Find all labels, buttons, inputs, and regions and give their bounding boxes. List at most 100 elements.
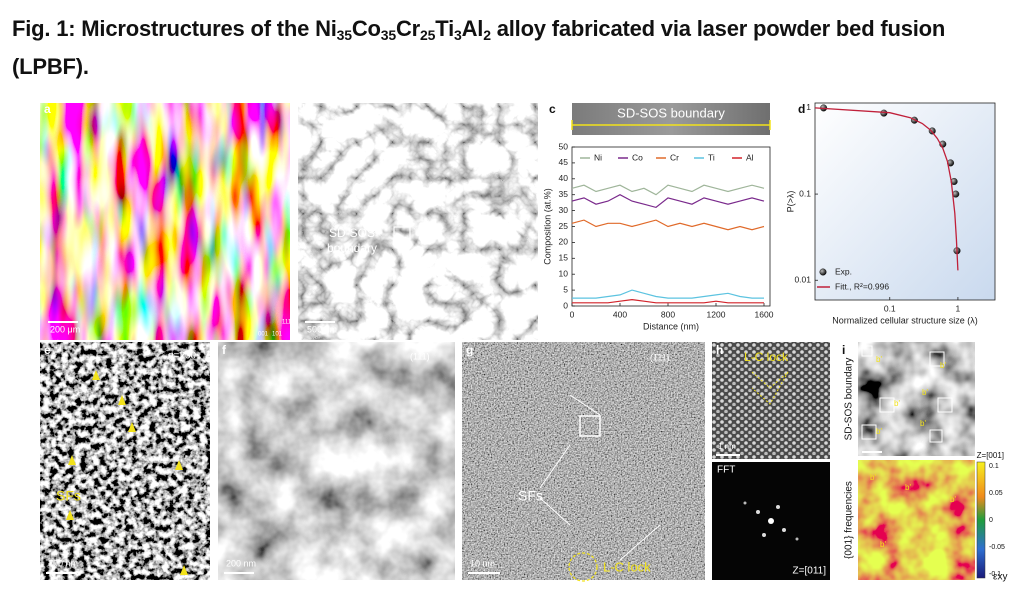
y-tick-label: 30: [559, 205, 569, 215]
side-label: {001} frequencies: [844, 481, 855, 559]
legend-label: Ti: [708, 152, 715, 162]
plane-label: (111): [410, 351, 430, 361]
arrow: [128, 422, 136, 432]
panel-label: a: [44, 102, 51, 116]
figure-title: Fig. 1: Microstructures of the Ni35Co35C…: [12, 10, 1022, 86]
legend-label: Ni: [594, 152, 602, 162]
lock-marker: [568, 552, 598, 582]
colorbar-label: -0.1: [989, 571, 1001, 578]
legend-label: Fitt., R²=0.996: [835, 281, 889, 291]
panel-label: g: [466, 343, 473, 357]
element-symbol: Cr: [395, 16, 421, 41]
box: [929, 351, 945, 367]
selection-box: [579, 415, 601, 437]
fft-label: FFT: [717, 465, 735, 476]
box: [929, 429, 943, 443]
annotation: SFs: [56, 488, 81, 504]
y-tick-label: 0.1: [799, 188, 811, 198]
panel-label: f: [222, 343, 227, 357]
element-subscript: 25: [420, 27, 436, 43]
fft-spot: [762, 533, 766, 537]
data-line: [571, 219, 765, 231]
element-symbol: Al: [461, 16, 484, 41]
tem-image: [40, 342, 210, 580]
scale-bar-label: 200 nm: [48, 558, 78, 568]
box-group: [861, 345, 953, 443]
x-axis-label: Normalized cellular structure size (λ): [832, 315, 978, 325]
fft-spot: [743, 501, 747, 505]
ipf-key-label: 101: [272, 332, 283, 338]
colorbar-label: 0.1: [989, 463, 999, 470]
element-subscript: 35: [380, 27, 396, 43]
fft-spot: [776, 505, 780, 509]
lock-outline: [751, 371, 789, 405]
plot-background: [572, 147, 770, 306]
arrow: [118, 395, 126, 405]
title-text: Fig. 1: Microstructures of the: [12, 16, 316, 41]
gpa-image: [858, 342, 975, 456]
y-tick-label: 10: [559, 268, 569, 278]
x-tick-label: 1600: [755, 309, 774, 319]
annotation: L-C lock: [603, 559, 651, 574]
arrow: [539, 444, 571, 489]
ipf-key-label: 111: [282, 320, 292, 326]
fft-spot: [756, 510, 760, 514]
arrow: [539, 497, 571, 526]
box: [861, 345, 873, 357]
element-symbol: Co: [351, 16, 381, 41]
panel-label: c: [549, 102, 556, 116]
burgers-label: b': [876, 355, 882, 364]
arrow: [92, 370, 100, 380]
colorbar-label: -0.05: [989, 544, 1005, 551]
tem-image: [218, 342, 455, 580]
plot-frame: [814, 102, 996, 301]
data-line: [571, 194, 765, 209]
plane-label: (111): [650, 352, 670, 362]
legend-label: Cr: [670, 152, 679, 162]
hrtem-lattice: [712, 342, 830, 459]
burgers-label: b': [940, 361, 946, 370]
arrow-group: [66, 370, 188, 575]
x-tick-label: 1: [956, 303, 961, 313]
element-symbol: Ti: [435, 16, 454, 41]
arrow: [175, 460, 183, 470]
scale-bar-label: 10 nm: [470, 558, 495, 568]
ipf-key-label: 001: [258, 332, 269, 338]
scale-bar-label: 500 nm: [307, 324, 337, 334]
g-vector: g=200: [168, 351, 197, 362]
fft-spot: [782, 528, 786, 532]
x-tick-label: 0.1: [884, 303, 896, 313]
x-tick-label: 400: [613, 309, 627, 319]
data-line: [571, 184, 765, 196]
legend-swatch: [819, 268, 827, 276]
panel-label: i: [842, 343, 845, 357]
arrow: [619, 524, 661, 561]
data-line: [572, 289, 764, 299]
burgers-label: b': [870, 473, 876, 482]
element-symbol: Ni: [315, 16, 337, 41]
hrtem-image: [462, 342, 705, 580]
title-text: alloy fabricated via laser powder bed fu…: [12, 16, 946, 79]
element-subscript: 35: [336, 27, 352, 43]
strain-map: [858, 460, 975, 580]
y-tick-label: 0: [563, 300, 568, 310]
annotation: SFs: [518, 488, 543, 504]
selection-box: [393, 226, 411, 244]
box: [861, 424, 877, 440]
x-axis-label: Distance (nm): [643, 321, 699, 331]
y-tick-label: 5: [563, 284, 568, 294]
annotation: L-C lock: [744, 350, 789, 364]
y-axis-label: Composition (at.%): [542, 188, 552, 265]
burgers-label: b': [950, 495, 956, 504]
y-tick-label: 15: [559, 253, 569, 263]
burgers-label: b': [894, 399, 900, 408]
image-strip: [572, 103, 770, 135]
arrow: [66, 510, 74, 520]
burgers-label: b': [922, 388, 928, 397]
y-tick-label: 45: [559, 157, 569, 167]
box: [879, 397, 895, 413]
y-tick-label: 1: [806, 102, 811, 112]
